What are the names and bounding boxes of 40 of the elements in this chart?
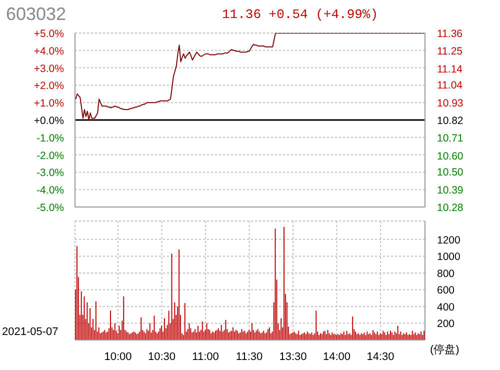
y-tick-label: +1.0% [34,98,64,110]
x-tick-label: 10:30 [148,351,176,363]
y-tick-label: -4.0% [36,184,64,197]
x-tick-label: 10:00 [104,351,132,363]
x-tick-label: 13:30 [279,351,307,363]
y2-tick-label: 10.50 [437,166,464,179]
y2-tick-label: 11.25 [437,46,463,58]
x-tick-label: 11:30 [236,351,263,363]
y-tick-label: 1200 [437,234,461,246]
chart-subtitle: 11.36 +0.54 (+4.99%) [222,7,378,22]
chart-title: 603032 [6,4,66,25]
y2-tick-label: 10.60 [437,150,464,162]
y-tick-label: +2.0% [34,80,64,92]
y-tick-label: +5.0% [34,28,64,40]
x-tick-label: 14:30 [366,351,394,363]
y-tick-label: +0.0% [34,115,64,127]
text: (停盘) [430,343,460,357]
y2-tick-label: 11.36 [437,28,463,40]
x-tick-label: 14:00 [323,351,351,363]
y-tick-label: -1.0% [36,132,64,144]
y2-tick-label: 10.39 [437,184,464,196]
y-tick-label: 800 [437,268,455,280]
y2-tick-label: 11.14 [437,63,463,76]
text: 2021-05-07 [2,326,58,338]
y-tick-label: 1000 [437,251,461,264]
y2-tick-label: 11.04 [437,80,463,92]
y2-tick-label: 10.93 [437,97,464,110]
line-series [75,33,425,120]
y-tick-label: +3.0% [34,62,64,75]
y-tick-label: -3.0% [36,167,64,180]
y2-tick-label: 10.71 [437,132,464,145]
y-tick-label: 400 [437,301,455,314]
y2-tick-label: 10.28 [437,202,464,214]
y-tick-label: 200 [437,318,455,330]
y-tick-label: -2.0% [36,150,64,162]
y-tick-label: +4.0% [34,45,64,58]
y-tick-label: -5.0% [36,202,64,214]
y-tick-label: 600 [437,284,455,297]
x-tick-label: 11:00 [192,351,219,363]
y2-tick-label: 10.82 [437,115,464,127]
